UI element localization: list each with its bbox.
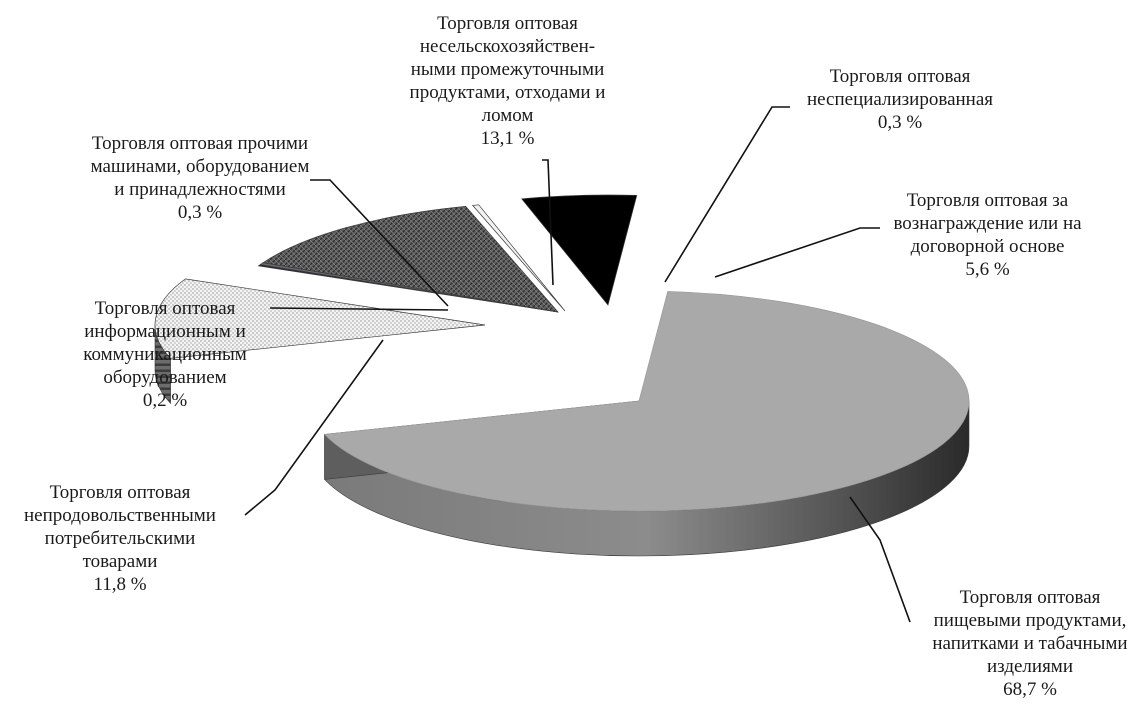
slice-label-value-1: 11,8 % (93, 574, 147, 595)
slice-label-0: Торговля оптовая пищевыми продуктами, на… (910, 586, 1142, 701)
slice-label-5: Торговля оптовая неспециализированная 0,3… (780, 65, 1020, 134)
slice-label-name-1: Торговля оптовая непродовольственными по… (24, 482, 216, 572)
slice-label-value-6: 5,6 % (965, 259, 1010, 280)
slice-label-1: Торговля оптовая непродовольственными по… (0, 481, 240, 596)
slice-label-name-2: Торговля оптовая информационным и коммун… (83, 298, 247, 388)
pie-slice-4 (261, 206, 559, 313)
slice-label-name-3: Торговля оптовая прочими машинами, обору… (90, 133, 310, 200)
leader-line-1 (244, 339, 384, 516)
slice-label-value-4: 13,1 % (480, 128, 535, 149)
pie-slice-0 (323, 291, 970, 512)
pie-slice-2 (257, 264, 559, 313)
leader-line-5 (664, 106, 790, 283)
leader-line-4 (542, 159, 554, 286)
slice-label-4: Торговля оптовая несельскохозяйствен- ны… (385, 12, 630, 150)
pie-slice-5 (471, 204, 566, 312)
leader-line-6 (714, 227, 880, 278)
pie-slice-6 (521, 194, 638, 306)
slice-label-value-5: 0,3 % (877, 112, 923, 133)
leader-line-2 (269, 307, 449, 311)
slice-label-value-2: 0,2 % (142, 390, 188, 411)
slice-label-name-6: Торговля оптовая за вознаграждение или н… (893, 190, 1082, 257)
slice-label-value-0: 68,7 % (1003, 679, 1057, 700)
slice-label-6: Торговля оптовая за вознаграждение или н… (865, 189, 1110, 281)
leader-line-0 (849, 496, 911, 623)
slice-label-2: Торговля оптовая информационным и коммун… (50, 297, 280, 412)
slice-label-value-3: 0,3 % (177, 202, 223, 223)
slice-label-name-0: Торговля оптовая пищевыми продуктами, на… (932, 587, 1128, 677)
slice-label-name-5: Торговля оптовая неспециализированная (806, 66, 994, 110)
slice-label-3: Торговля оптовая прочими машинами, обору… (55, 132, 345, 224)
leader-line-3 (310, 179, 449, 307)
pie-slice-1 (154, 278, 486, 359)
slice-label-name-4: Торговля оптовая несельскохозяйствен- ны… (409, 13, 606, 126)
